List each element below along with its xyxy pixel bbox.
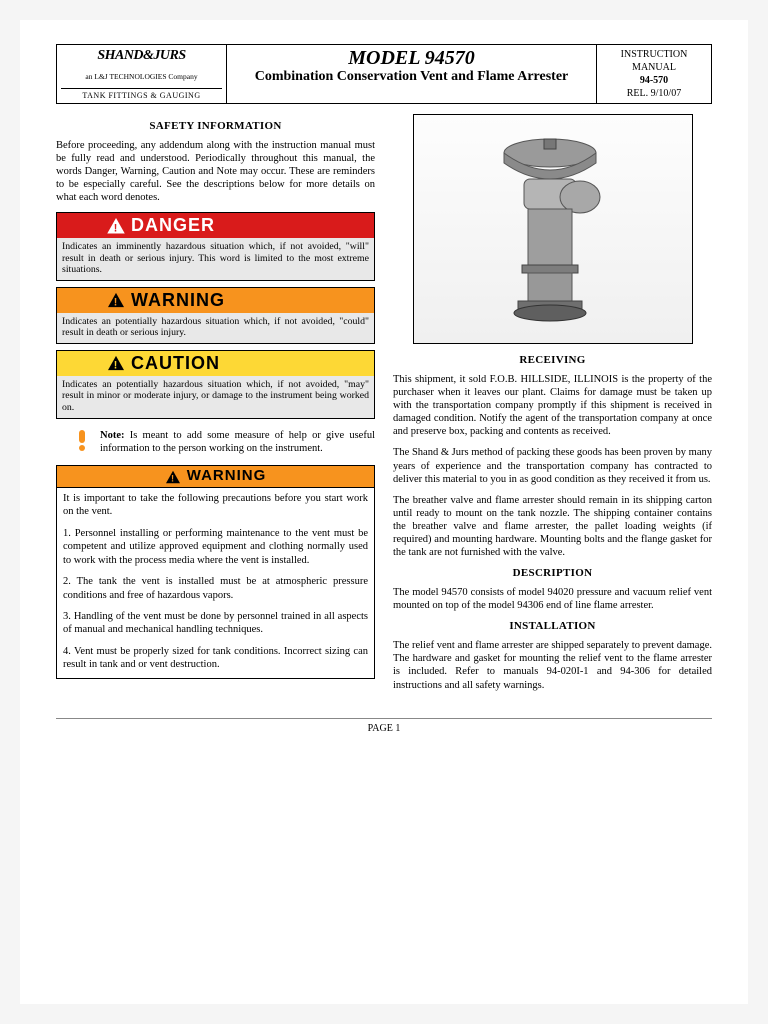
- precaution-1: 1. Personnel installing or performing ma…: [63, 527, 368, 567]
- caution-header: ! CAUTION: [57, 351, 374, 376]
- precaution-4: 4. Vent must be properly sized for tank …: [63, 645, 368, 672]
- precaution-3: 3. Handling of the vent must be done by …: [63, 610, 368, 637]
- safety-intro: Before proceeding, any addendum along wi…: [56, 139, 375, 205]
- danger-text: Indicates an imminently hazardous situat…: [57, 238, 374, 280]
- installation-p1: The relief vent and flame arrester are s…: [393, 639, 712, 692]
- svg-text:!: !: [114, 360, 118, 372]
- alert-triangle-icon: !: [165, 470, 181, 484]
- doc-release: REL. 9/10/07: [599, 87, 709, 100]
- safety-heading: SAFETY INFORMATION: [56, 120, 375, 134]
- header-brand-block: SHAND&JURS an L&J TECHNOLOGIES Company T…: [57, 45, 227, 103]
- precautions-intro: It is important to take the following pr…: [63, 492, 368, 519]
- receiving-p3: The breather valve and flame arrester sh…: [393, 494, 712, 560]
- brand-logo: SHAND&JURS: [61, 48, 222, 64]
- caution-text: Indicates an potentially hazardous situa…: [57, 376, 374, 418]
- header-docinfo: INSTRUCTION MANUAL 94-570 REL. 9/10/07: [596, 45, 711, 103]
- doc-type: INSTRUCTION MANUAL: [599, 48, 709, 74]
- note-exclaim-icon: [74, 429, 90, 451]
- caution-label: CAUTION: [131, 352, 220, 375]
- page-number: PAGE 1: [56, 718, 712, 734]
- warning-text: Indicates an potentially hazardous situa…: [57, 313, 374, 344]
- precaution-2: 2. The tank the vent is installed must b…: [63, 575, 368, 602]
- precautions-label: WARNING: [187, 467, 267, 486]
- precautions-body: It is important to take the following pr…: [57, 488, 374, 678]
- company-line: an L&J TECHNOLOGIES Company: [61, 72, 222, 81]
- danger-box: ! DANGER Indicates an imminently hazardo…: [56, 212, 375, 281]
- description-heading: DESCRIPTION: [393, 567, 712, 581]
- warning-label: WARNING: [131, 289, 225, 312]
- content-columns: SAFETY INFORMATION Before proceeding, an…: [56, 114, 712, 700]
- alert-triangle-icon: !: [107, 218, 125, 234]
- warning-box: ! WARNING Indicates an potentially hazar…: [56, 287, 375, 344]
- svg-text:!: !: [171, 473, 175, 483]
- precautions-box: ! WARNING It is important to take the fo…: [56, 465, 375, 679]
- model-subtitle: Combination Conservation Vent and Flame …: [233, 69, 590, 86]
- installation-heading: INSTALLATION: [393, 620, 712, 634]
- svg-text:!: !: [114, 222, 118, 234]
- note-row: Note: Is meant to add some measure of he…: [56, 425, 375, 465]
- model-number: MODEL 94570: [233, 47, 590, 69]
- document-page: SHAND&JURS an L&J TECHNOLOGIES Company T…: [20, 20, 748, 1004]
- header-title-block: MODEL 94570 Combination Conservation Ven…: [227, 45, 596, 103]
- left-column: SAFETY INFORMATION Before proceeding, an…: [56, 114, 375, 700]
- header: SHAND&JURS an L&J TECHNOLOGIES Company T…: [56, 44, 712, 104]
- svg-text:!: !: [114, 297, 118, 309]
- note-label: Note:: [100, 430, 125, 441]
- doc-number: 94-570: [599, 74, 709, 87]
- danger-header: ! DANGER: [57, 213, 374, 238]
- description-p1: The model 94570 consists of model 94020 …: [393, 586, 712, 612]
- product-photo: [413, 114, 693, 344]
- caution-box: ! CAUTION Indicates an potentially hazar…: [56, 350, 375, 419]
- tank-line: TANK FITTINGS & GAUGING: [61, 88, 222, 100]
- receiving-heading: RECEIVING: [393, 354, 712, 368]
- alert-triangle-icon: !: [107, 355, 125, 371]
- right-column: RECEIVING This shipment, it sold F.O.B. …: [393, 114, 712, 700]
- danger-label: DANGER: [131, 214, 215, 237]
- receiving-p2: The Shand & Jurs method of packing these…: [393, 446, 712, 485]
- alert-triangle-icon: !: [107, 292, 125, 308]
- valve-illustration-icon: [478, 129, 628, 329]
- precautions-header: ! WARNING: [57, 466, 374, 488]
- note-content: Note: Is meant to add some measure of he…: [100, 429, 375, 455]
- note-text: Is meant to add some measure of help or …: [100, 430, 375, 454]
- warning-header: ! WARNING: [57, 288, 374, 313]
- receiving-p1: This shipment, it sold F.O.B. HILLSIDE, …: [393, 373, 712, 439]
